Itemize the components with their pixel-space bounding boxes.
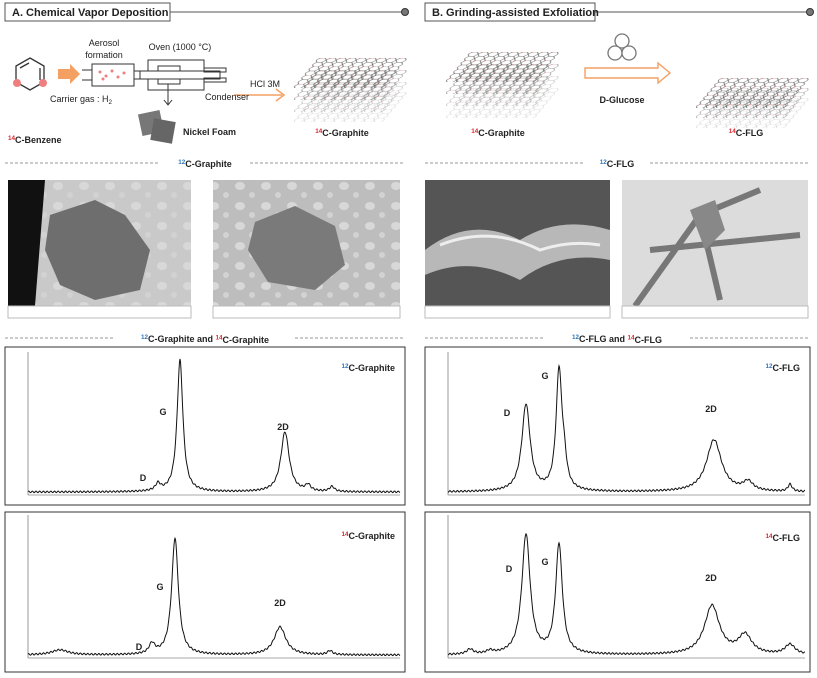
label: 14C-FLG	[729, 128, 764, 138]
panel-b-header	[424, 2, 814, 22]
isotope: 12	[765, 363, 773, 370]
isotope: 12	[141, 334, 149, 341]
isotope: 14	[315, 128, 323, 135]
label-text: C-FLG	[773, 533, 801, 543]
isotope: 12	[572, 334, 580, 341]
flg-stack	[694, 78, 810, 128]
label: Condenser	[205, 92, 249, 102]
peak-label: D	[504, 408, 511, 418]
isotope: 14	[341, 531, 349, 538]
peak-label: D	[506, 564, 513, 574]
grinding-balls	[607, 33, 637, 61]
label-text: C-FLG	[635, 335, 663, 345]
panel-a-header	[4, 2, 409, 22]
spectrum	[27, 358, 401, 494]
panel-title: A. Chemical Vapor Deposition	[12, 7, 169, 19]
nickel-foam	[137, 109, 176, 144]
isotope: 14	[628, 335, 636, 342]
sem-image	[621, 180, 809, 319]
peak-label: 2D	[705, 573, 717, 583]
label-text: C-FLG	[607, 159, 635, 169]
label-text: C-FLG and	[579, 334, 628, 344]
isotope: 14	[765, 533, 773, 540]
sem-image	[424, 180, 611, 319]
graphene-stack	[292, 58, 408, 122]
peak-label: 2D	[705, 404, 717, 414]
label-text: C-Graphite	[185, 159, 232, 169]
label: formation	[85, 50, 123, 60]
chart-label: 12C-FLG	[765, 363, 800, 373]
peak-label: G	[156, 582, 163, 592]
isotope: 14	[729, 128, 737, 135]
peak-label: D	[140, 473, 147, 483]
section-title: 12C-FLG and 14C-FLG	[572, 334, 662, 345]
graphene-stack	[444, 52, 560, 118]
peak-label: D	[136, 642, 143, 652]
label: Carrier gas : H2	[50, 94, 113, 106]
section-title: 12C-Graphite and 14C-Graphite	[141, 334, 269, 345]
section-title: 12C-FLG	[600, 159, 635, 169]
label-text: C-Graphite and	[148, 334, 216, 344]
label-text: C-Graphite	[322, 128, 369, 138]
label: D-Glucose	[599, 95, 644, 105]
peak-label: G	[541, 371, 548, 381]
peak-label: 2D	[277, 422, 289, 432]
peak-label: G	[541, 557, 548, 567]
arrow	[584, 61, 672, 85]
aerosol-device	[82, 59, 227, 106]
label: Aerosol	[89, 38, 120, 48]
label-text: C-Graphite	[348, 363, 395, 373]
chart-frame	[4, 346, 811, 673]
isotope: 14	[216, 335, 224, 342]
spectrum	[447, 532, 805, 656]
peak-label: 2D	[274, 598, 286, 608]
isotope: 14	[471, 128, 479, 135]
label-text: C-FLG	[773, 363, 801, 373]
section-title: 12C-Graphite	[178, 159, 232, 169]
benzene	[13, 57, 47, 91]
label: 14C-Graphite	[471, 128, 525, 138]
label: 14C-Benzene	[8, 135, 62, 145]
divider	[5, 162, 810, 339]
label-text: C-Graphite	[223, 335, 270, 345]
peak-label: G	[159, 407, 166, 417]
label-text: C-Graphite	[478, 128, 525, 138]
label: HCl 3M	[250, 79, 280, 89]
acid-arrow	[234, 88, 286, 102]
isotope: 12	[178, 159, 186, 166]
label: Nickel Foam	[183, 127, 236, 137]
isotope: 12	[600, 159, 608, 166]
label-text: C-Benzene	[15, 135, 62, 145]
chart-label: 14C-FLG	[765, 533, 800, 543]
arrow	[58, 64, 80, 84]
label-text: C-FLG	[736, 128, 764, 138]
label-text: C-Graphite	[348, 531, 395, 541]
sem-image	[212, 180, 401, 319]
isotope: 12	[341, 363, 349, 370]
label: 14C-Graphite	[315, 128, 369, 138]
chart-label: 14C-Graphite	[341, 531, 395, 541]
isotope: 14	[8, 135, 16, 142]
chart-label: 12C-Graphite	[341, 363, 395, 373]
subscript: 2	[109, 99, 113, 106]
sem-image	[7, 180, 192, 319]
label: Oven (1000 °C)	[149, 42, 212, 52]
spectrum	[447, 363, 805, 493]
panel-title: B. Grinding-assisted Exfoliation	[432, 7, 599, 19]
spectrum	[27, 536, 401, 657]
label-text: Carrier gas : H	[50, 94, 109, 104]
